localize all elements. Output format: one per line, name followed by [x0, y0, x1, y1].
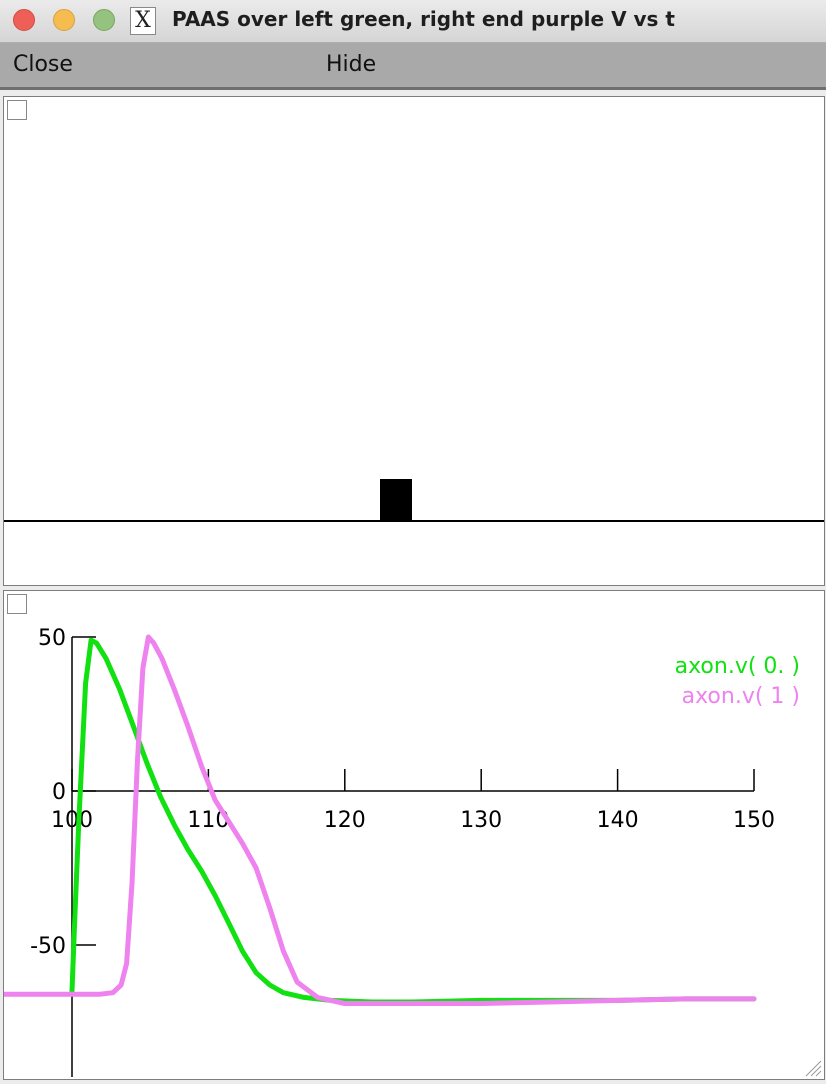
menu-bar: Close Hide	[0, 43, 826, 90]
x-tick-label: 140	[597, 808, 639, 833]
minimize-window-button[interactable]	[53, 9, 75, 31]
window-title: PAAS over left green, right end purple V…	[172, 7, 675, 31]
y-tick-label: 50	[38, 626, 66, 651]
close-window-button[interactable]	[13, 9, 35, 31]
panel-menu-checkbox[interactable]	[7, 100, 27, 120]
x-tick-label: 150	[733, 808, 775, 833]
x-tick-label: 130	[460, 808, 502, 833]
point-marker[interactable]	[380, 479, 412, 521]
series-line-1	[69, 634, 757, 1006]
legend-entry: axon.v( 0. )	[675, 654, 800, 679]
x-tick-label: 100	[51, 808, 93, 833]
axon-line	[4, 520, 824, 522]
x11-app-icon: X	[130, 7, 156, 35]
resize-grip-icon[interactable]	[802, 1057, 822, 1077]
y-tick-label: -50	[30, 934, 66, 959]
zoom-window-button[interactable]	[93, 9, 115, 31]
y-tick-label: 0	[52, 780, 66, 805]
title-bar: X PAAS over left green, right end purple…	[0, 0, 826, 43]
shape-panel	[3, 96, 825, 586]
graph-panel: 50 0 -50 100 110 120 130 140 150 axon.v( 0. ) axon…	[3, 590, 825, 1080]
graph-menu-checkbox[interactable]	[7, 594, 27, 614]
hide-menu-item[interactable]: Hide	[326, 52, 377, 77]
x-tick-label: 120	[324, 808, 366, 833]
close-menu-item[interactable]: Close	[13, 52, 73, 77]
legend-entry: axon.v( 1 )	[682, 684, 800, 709]
